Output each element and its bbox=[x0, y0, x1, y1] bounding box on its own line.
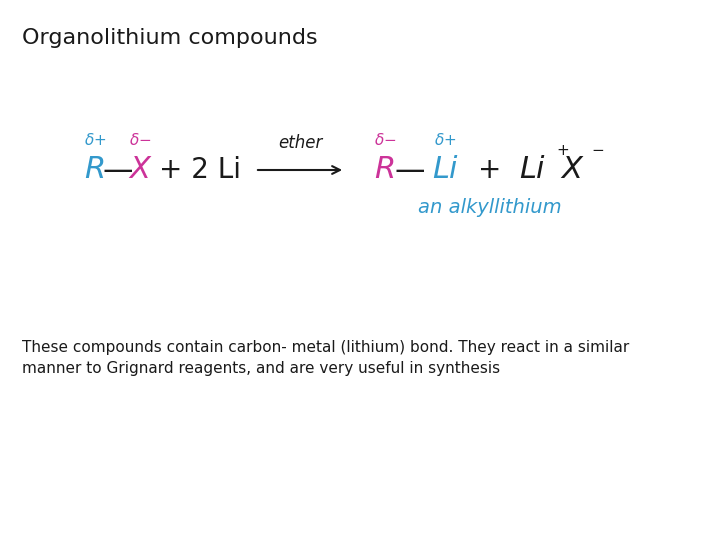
Text: R: R bbox=[84, 156, 106, 185]
Text: +: + bbox=[556, 143, 569, 158]
Text: X: X bbox=[562, 156, 582, 185]
Text: an alkyllithium: an alkyllithium bbox=[418, 198, 562, 217]
Text: These compounds contain carbon- metal (lithium) bond. They react in a similar
ma: These compounds contain carbon- metal (l… bbox=[22, 340, 629, 376]
Text: $\delta$+: $\delta$+ bbox=[433, 132, 456, 148]
Text: +: + bbox=[478, 156, 502, 184]
Text: $\delta\mathsf{-}$: $\delta\mathsf{-}$ bbox=[374, 132, 396, 148]
Text: Organolithium compounds: Organolithium compounds bbox=[22, 28, 318, 48]
Text: —: — bbox=[103, 156, 133, 185]
Text: ether: ether bbox=[278, 134, 322, 152]
Text: Li: Li bbox=[519, 156, 545, 185]
Text: −: − bbox=[591, 143, 604, 158]
Text: —: — bbox=[395, 156, 426, 185]
Text: R: R bbox=[374, 156, 395, 185]
Text: $\delta$+: $\delta$+ bbox=[84, 132, 107, 148]
Text: + 2 Li: + 2 Li bbox=[159, 156, 241, 184]
Text: Li: Li bbox=[432, 156, 458, 185]
Text: $\delta\mathsf{-}$: $\delta\mathsf{-}$ bbox=[129, 132, 151, 148]
Text: X: X bbox=[130, 156, 150, 185]
